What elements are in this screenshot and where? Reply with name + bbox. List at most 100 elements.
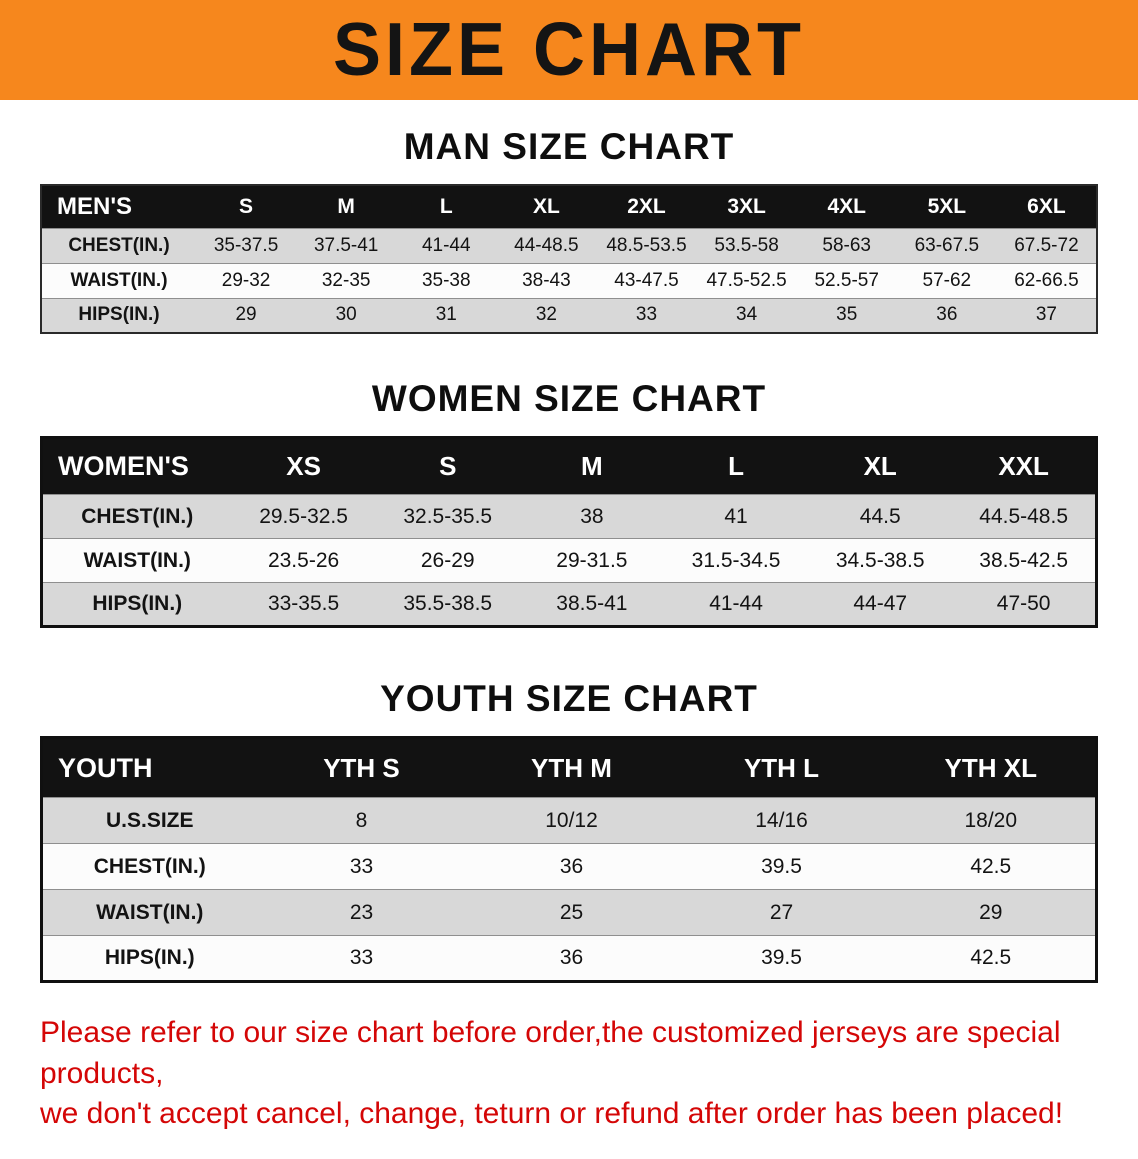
table-header-row: YOUTH YTH S YTH M YTH L YTH XL	[41, 737, 1097, 798]
measurement-value: 42.5	[970, 946, 1012, 969]
measurement-value: 18/20	[964, 808, 1018, 832]
size-chart-banner: SIZE CHART	[0, 0, 1138, 100]
measurement-value: 34.5-38.5	[835, 548, 925, 572]
measurement-row: CHEST(IN.) 35-37.5 37.5-41 41-44 44-48.5 48.5…	[41, 228, 1097, 263]
measurement-value: 44.5	[859, 504, 901, 528]
measurement-value: 42.5	[970, 854, 1012, 878]
men-section-heading: MAN SIZE CHART	[403, 126, 735, 167]
table-header-row: WOMEN'S XS S M L XL XXL	[41, 437, 1097, 495]
size-column-header: 5XL	[896, 185, 997, 228]
measurement-value: 62-66.5	[1014, 269, 1079, 291]
measurement-row: U.S.SIZE 8 10/12 14/16 18/20	[41, 797, 1097, 844]
size-column-header: YTH L	[676, 737, 887, 798]
disclaimer-line-2: we don't accept cancel, change, teturn o…	[40, 1097, 1064, 1130]
measurement-value: 38.5-42.5	[979, 548, 1069, 572]
youth-size-table: YOUTH YTH S YTH M YTH L YTH XL U.S.SIZE 8 10/12…	[40, 736, 1098, 983]
measurement-row: WAIST(IN.) 29-32 32-35 35-38 38-43 43-47.5 47.…	[41, 263, 1097, 298]
table-title-cell: MEN'S	[41, 185, 196, 228]
measurement-row: HIPS(IN.) 33-35.5 35.5-38.5 38.5-41 41-44 44-…	[41, 582, 1097, 627]
measurement-value: 10/12	[545, 808, 598, 832]
measurement-value: 52.5-57	[814, 269, 879, 291]
measurement-value: 30	[335, 304, 357, 326]
measurement-value: 41-44	[709, 592, 763, 615]
measurement-value: 37.5-41	[313, 234, 379, 256]
measurement-value: 35.5-38.5	[403, 592, 493, 615]
page-title: SIZE CHART	[333, 8, 805, 93]
size-column-header: XXL	[952, 437, 1097, 495]
measurement-value: 36	[559, 946, 584, 969]
measurement-value: 41	[724, 504, 748, 528]
measurement-value: 8	[355, 808, 368, 832]
measurement-value: 32	[535, 304, 557, 326]
measurement-row: WAIST(IN.) 23 25 27 29	[41, 889, 1097, 936]
measurement-value: 29	[235, 304, 257, 326]
women-size-table: WOMEN'S XS S M L XL XXL CHEST(IN.) 29.5-32.5 32.5…	[40, 436, 1098, 628]
measurement-value: 29.5-32.5	[259, 504, 348, 528]
youth-section-heading: YOUTH SIZE CHART	[380, 678, 758, 719]
measurement-value: 26-29	[420, 548, 475, 572]
measurement-value: 29	[979, 900, 1003, 924]
measurement-value: 27	[769, 900, 794, 924]
measurement-value: 47-50	[996, 592, 1051, 615]
size-column-header: 4XL	[796, 185, 897, 228]
size-column-header: M	[296, 185, 397, 228]
measurement-value: 33	[635, 304, 658, 326]
measurement-value: 33	[349, 854, 374, 878]
measurement-value: 37	[1035, 304, 1057, 326]
measurement-label: WAIST(IN.)	[83, 548, 191, 572]
measurement-value: 41-44	[421, 234, 471, 256]
disclaimer: Please refer to our size chart before or…	[40, 1013, 1118, 1135]
measurement-value: 53.5-58	[714, 234, 779, 256]
measurement-label: HIPS(IN.)	[104, 946, 195, 969]
measurement-row: CHEST(IN.) 29.5-32.5 32.5-35.5 38 41 44.5 44.5…	[41, 494, 1097, 539]
measurement-row: HIPS(IN.) 33 36 39.5 42.5	[41, 935, 1097, 982]
table-title-cell: YOUTH	[41, 737, 257, 798]
measurement-label: HIPS(IN.)	[92, 592, 183, 615]
youth-size-section: YOUTH SIZE CHART YOUTH YTH S YTH M YTH L YTH…	[0, 678, 1138, 983]
measurement-value: 33	[349, 946, 374, 969]
table-header-row: MEN'S S M L XL 2XL 3XL 4XL 5XL 6XL	[41, 185, 1097, 228]
size-column-header: 3XL	[696, 185, 797, 228]
size-column-header: S	[196, 185, 297, 228]
measurement-value: 31.5-34.5	[691, 548, 781, 572]
measurement-value: 39.5	[761, 854, 802, 878]
measurement-value: 29-32	[221, 269, 271, 291]
measurement-label: CHEST(IN.)	[81, 504, 194, 528]
measurement-value: 32.5-35.5	[403, 504, 493, 528]
size-column-header: YTH XL	[886, 737, 1097, 798]
measurement-value: 48.5-53.5	[606, 234, 687, 256]
measurement-label: CHEST(IN.)	[93, 854, 206, 878]
measurement-label: HIPS(IN.)	[78, 304, 160, 326]
measurement-value: 39.5	[761, 946, 802, 969]
measurement-value: 36	[559, 854, 584, 878]
measurement-value: 47.5-52.5	[706, 269, 787, 291]
size-column-header: YTH M	[466, 737, 677, 798]
table-title-cell: WOMEN'S	[41, 437, 232, 495]
size-column-header: 2XL	[596, 185, 697, 228]
measurement-label: CHEST(IN.)	[68, 234, 170, 256]
men-size-section: MAN SIZE CHART MEN'S S M L XL 2XL 3XL 4XL 5XL 6XL…	[0, 126, 1138, 334]
measurement-value: 31	[435, 304, 457, 326]
measurement-value: 38	[580, 504, 604, 528]
measurement-value: 38-43	[522, 269, 571, 291]
measurement-value: 29-31.5	[556, 548, 628, 572]
size-column-header: L	[396, 185, 497, 228]
measurement-label: U.S.SIZE	[105, 808, 194, 832]
measurement-value: 32-35	[321, 269, 371, 291]
measurement-label: WAIST(IN.)	[96, 900, 204, 924]
size-column-header: XL	[496, 185, 597, 228]
measurement-value: 23	[349, 900, 374, 924]
measurement-value: 58-63	[822, 234, 872, 256]
measurement-value: 35-37.5	[213, 234, 279, 256]
measurement-value: 35-38	[421, 269, 471, 291]
measurement-value: 44-48.5	[514, 234, 579, 256]
measurement-value: 43-47.5	[614, 269, 679, 291]
measurement-value: 57-62	[922, 269, 972, 291]
size-column-header: S	[375, 437, 520, 495]
measurement-value: 14/16	[755, 808, 808, 832]
size-column-header: 6XL	[996, 185, 1097, 228]
size-column-header: L	[663, 437, 809, 495]
size-chart-page: SIZE CHART MAN SIZE CHART MEN'S S M L XL 2XL 3…	[0, 0, 1138, 1135]
women-section-heading: WOMEN SIZE CHART	[371, 378, 767, 419]
disclaimer-line-1: Please refer to our size chart before or…	[40, 1016, 1061, 1090]
